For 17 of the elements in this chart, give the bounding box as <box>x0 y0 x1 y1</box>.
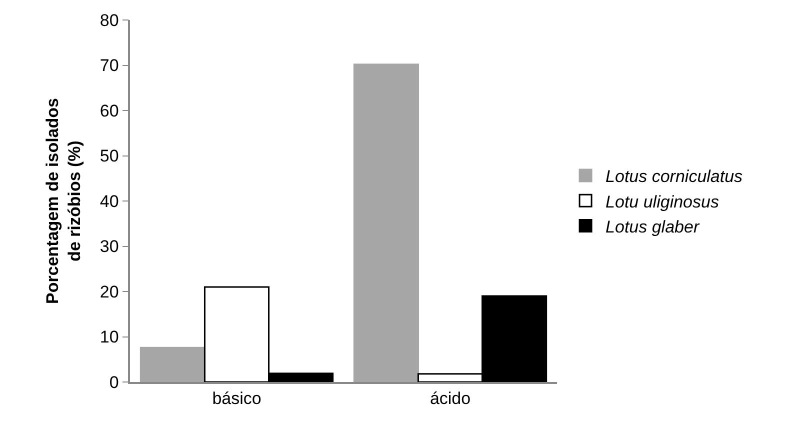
legend-label: Lotu uliginosus <box>606 192 720 212</box>
legend-label: Lotus glaber <box>606 217 700 236</box>
y-tick-label: 80 <box>100 10 119 30</box>
y-tick-label: 70 <box>100 56 119 76</box>
y-tick-label: 30 <box>100 237 119 256</box>
x-tick-label: básico <box>212 389 262 408</box>
bar <box>353 64 419 382</box>
x-tick-label: ácido <box>430 389 471 408</box>
y-tick-label: 20 <box>100 282 119 302</box>
y-tick-label: 40 <box>100 192 119 211</box>
y-tick-label: 50 <box>100 146 119 166</box>
y-tick-label: 60 <box>100 101 119 120</box>
legend-label: Lotus corniculatus <box>606 167 744 186</box>
y-tick-label: 0 <box>109 372 119 392</box>
bar <box>140 346 206 382</box>
y-tick-label: 10 <box>100 328 119 347</box>
y-axis-title: Porcentagem de isolados de rizóbios (%) <box>42 98 84 304</box>
